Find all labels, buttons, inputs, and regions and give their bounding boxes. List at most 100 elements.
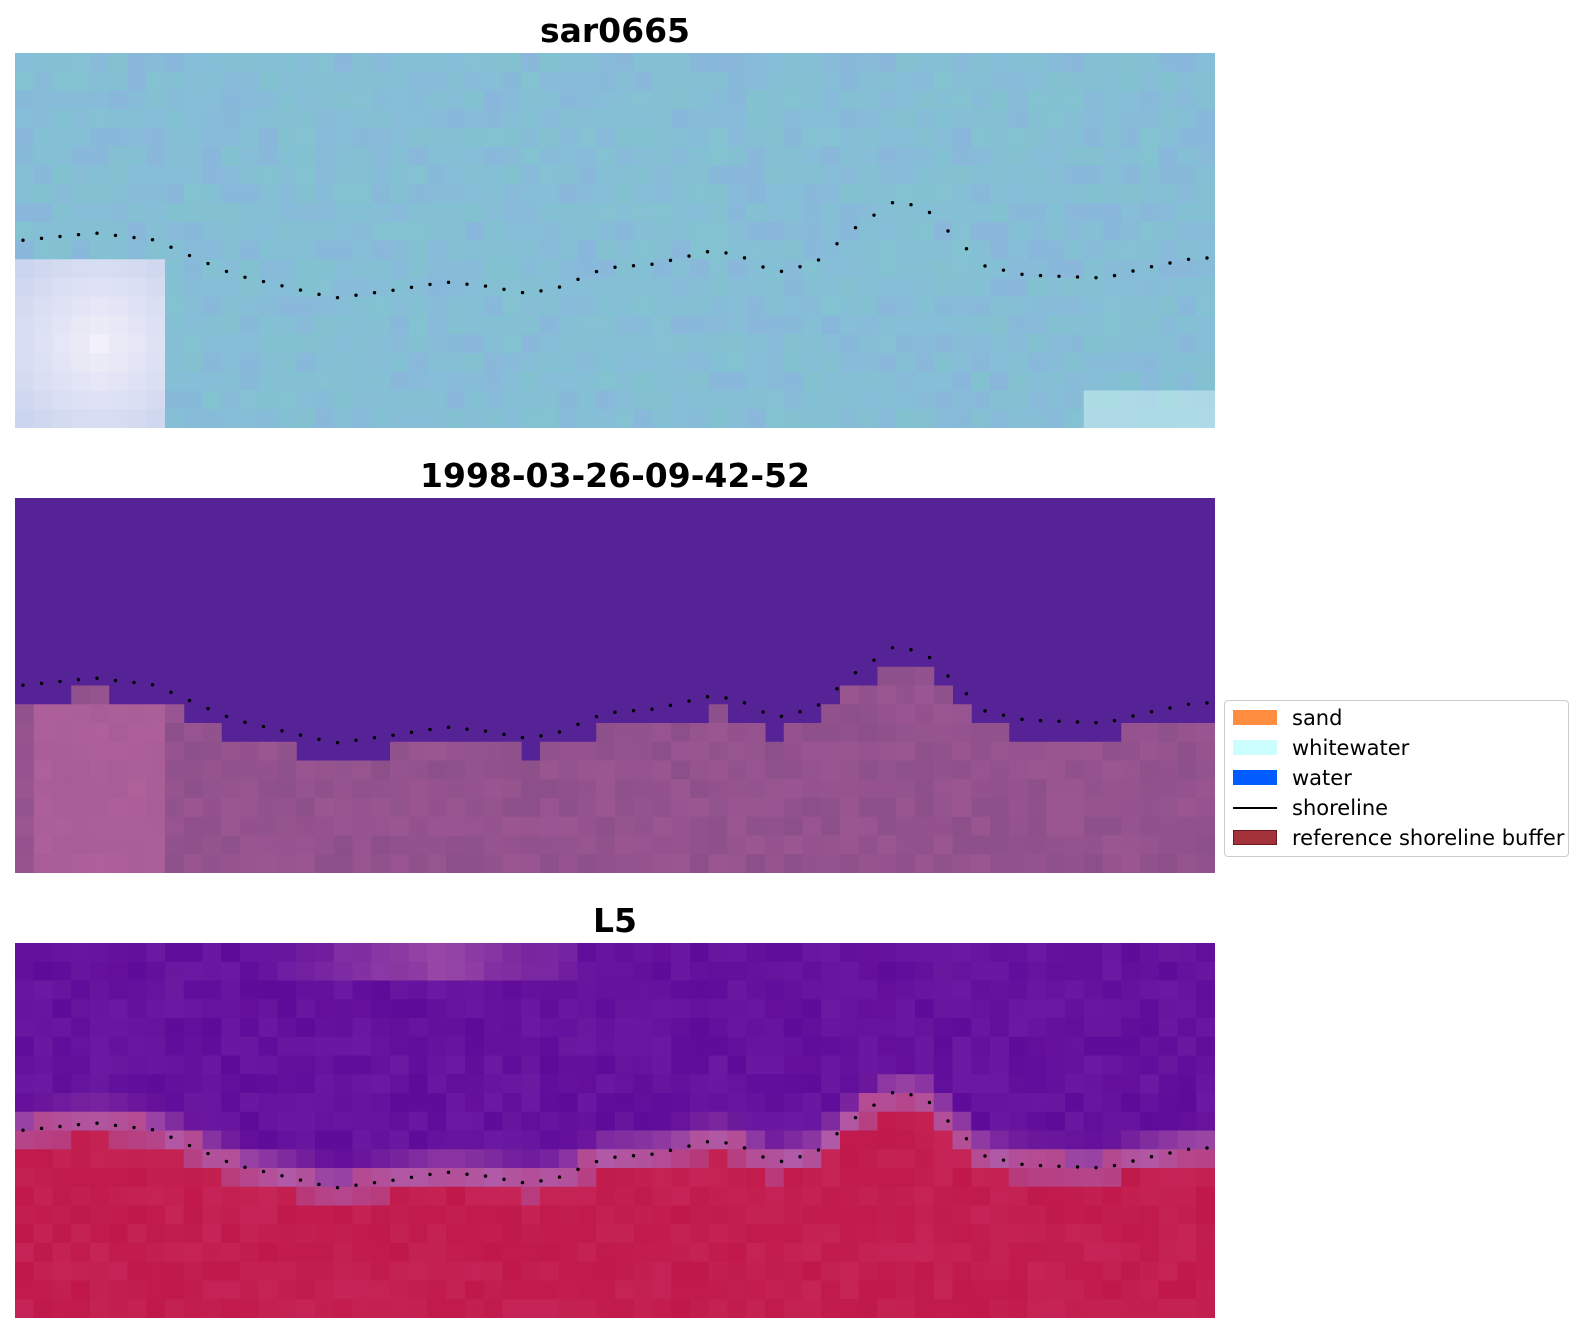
pixel <box>952 203 972 223</box>
pixel <box>1083 53 1103 73</box>
pixel <box>277 1111 297 1131</box>
land-pixel <box>615 779 635 799</box>
pixel <box>352 128 372 148</box>
shoreline-dot <box>798 1155 802 1159</box>
land-pixel <box>52 779 72 799</box>
land-pixel <box>633 760 653 780</box>
pixel <box>577 1149 597 1169</box>
pixel <box>540 1018 560 1038</box>
pixel <box>71 1093 91 1113</box>
pixel <box>1046 980 1066 1000</box>
pixel <box>783 1111 803 1131</box>
pixel <box>990 1036 1010 1056</box>
pixel <box>577 1130 597 1150</box>
pixel <box>146 259 166 279</box>
pixel <box>765 1205 785 1225</box>
pixel <box>727 1168 747 1188</box>
pixel <box>971 353 991 373</box>
pixel <box>858 1074 878 1094</box>
pixel <box>483 109 503 129</box>
shoreline-dot <box>391 733 395 737</box>
pixel <box>352 53 372 73</box>
shoreline-dot <box>1168 1151 1172 1155</box>
pixel <box>15 1186 35 1206</box>
pixel <box>990 1093 1010 1113</box>
shoreline-dot <box>150 1128 155 1132</box>
pixel <box>1140 1130 1160 1150</box>
pixel <box>521 999 541 1019</box>
pixel <box>577 1299 597 1318</box>
pixel <box>52 371 72 391</box>
pixel <box>371 961 391 981</box>
land-pixel <box>446 798 466 818</box>
land-pixel <box>540 816 560 836</box>
pixel <box>333 1224 353 1244</box>
land-pixel <box>708 779 728 799</box>
pixel <box>127 980 147 1000</box>
pixel <box>502 334 522 354</box>
pixel <box>33 409 53 428</box>
pixel <box>858 259 878 279</box>
pixel <box>952 259 972 279</box>
pixel <box>708 296 728 316</box>
land-pixel <box>108 816 128 836</box>
pixel <box>258 146 278 166</box>
pixel <box>1008 1111 1028 1131</box>
pixel <box>408 90 428 110</box>
pixel <box>315 371 335 391</box>
pixel <box>1158 90 1178 110</box>
pixel <box>933 1205 953 1225</box>
pixel <box>90 184 110 204</box>
pixel <box>108 1093 128 1113</box>
pixel <box>558 371 578 391</box>
pixel <box>615 1224 635 1244</box>
pixel <box>127 1299 147 1318</box>
land-pixel <box>221 741 241 761</box>
pixel <box>183 1111 203 1131</box>
pixel <box>446 980 466 1000</box>
pixel <box>746 1186 766 1206</box>
pixel <box>1027 53 1047 73</box>
pixel <box>558 1149 578 1169</box>
pixel <box>15 146 35 166</box>
pixel <box>1177 999 1197 1019</box>
pixel <box>746 353 766 373</box>
land-pixel <box>1008 741 1028 761</box>
land-pixel <box>802 816 822 836</box>
pixel <box>315 1205 335 1225</box>
pixel <box>727 1036 747 1056</box>
pixel <box>708 184 728 204</box>
pixel <box>652 90 672 110</box>
pixel <box>1140 53 1160 73</box>
shoreline-dot <box>798 710 802 714</box>
pixel <box>765 334 785 354</box>
pixel <box>408 409 428 428</box>
land-pixel <box>990 741 1010 761</box>
pixel <box>127 1243 147 1263</box>
pixel <box>671 1074 691 1094</box>
pixel <box>1177 1261 1197 1281</box>
pixel <box>296 165 316 185</box>
pixel <box>765 109 785 129</box>
pixel <box>165 71 185 91</box>
pixel <box>502 1186 522 1206</box>
pixel <box>558 353 578 373</box>
shoreline-dot <box>927 210 932 215</box>
land-pixel <box>558 854 578 873</box>
pixel <box>840 1130 860 1150</box>
land-pixel <box>502 854 522 873</box>
pixel <box>333 1186 353 1206</box>
pixel <box>615 1243 635 1263</box>
pixel <box>1008 184 1028 204</box>
pixel <box>690 1205 710 1225</box>
pixel <box>165 1205 185 1225</box>
pixel <box>427 259 447 279</box>
land-pixel <box>52 798 72 818</box>
pixel <box>427 334 447 354</box>
land-pixel <box>502 798 522 818</box>
pixel <box>127 999 147 1019</box>
pixel <box>952 1205 972 1225</box>
pixel <box>427 1261 447 1281</box>
pixel <box>783 1205 803 1225</box>
pixel <box>971 371 991 391</box>
